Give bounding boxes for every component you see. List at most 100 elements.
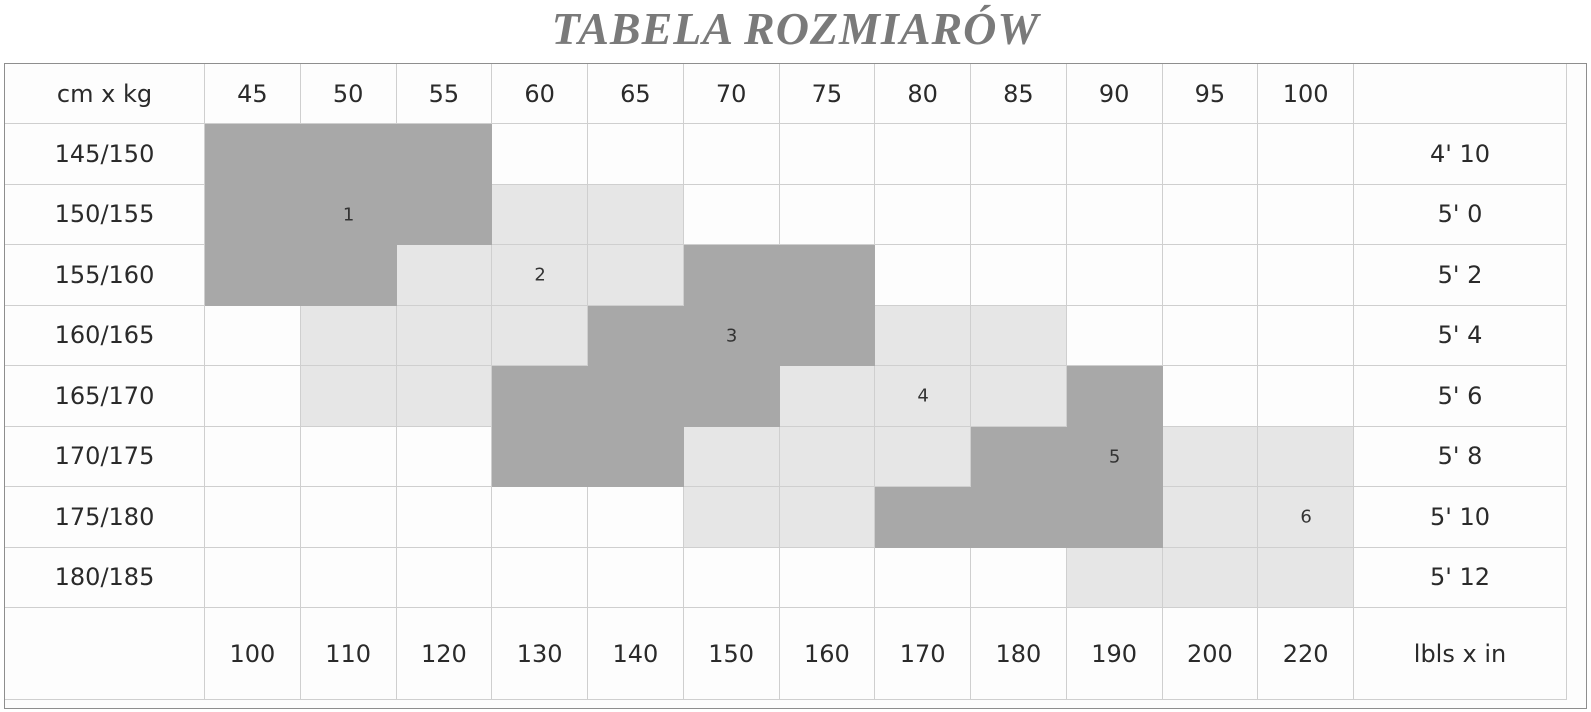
- size-cell: [779, 487, 876, 548]
- size-cell: [588, 184, 684, 245]
- size-cell: [779, 245, 876, 306]
- size-cell: [1258, 124, 1354, 185]
- size-cell: [779, 305, 876, 366]
- height-ft-in-label: 5' 10: [1354, 487, 1567, 548]
- size-cell: [588, 547, 684, 608]
- size-cell: [779, 184, 876, 245]
- size-cell: [205, 366, 301, 427]
- size-cell: [1066, 124, 1163, 185]
- size-cell: [1258, 366, 1354, 427]
- height-ft-in-label: 5' 8: [1354, 426, 1567, 487]
- size-cell: [683, 184, 780, 245]
- size-cell: [492, 426, 588, 487]
- height-cm-label: 180/185: [5, 547, 205, 608]
- weight-kg-header: 90: [1066, 64, 1163, 124]
- corner-label: cm x kg: [5, 64, 205, 124]
- height-ft-in-label: 5' 6: [1354, 366, 1567, 427]
- size-cell: [971, 124, 1067, 185]
- size-cell: [205, 245, 301, 306]
- size-cell: [1162, 366, 1259, 427]
- size-cell: [971, 305, 1067, 366]
- size-cell: [205, 487, 301, 548]
- size-cell: [1162, 245, 1259, 306]
- height-cm-label: 170/175: [5, 426, 205, 487]
- weight-lbs-label: 100: [205, 608, 301, 700]
- size-zone-number: 5: [1108, 446, 1121, 468]
- size-cell: [1066, 547, 1163, 608]
- size-cell: [588, 426, 684, 487]
- weight-lbs-label: 190: [1066, 608, 1163, 700]
- size-cell: [1258, 487, 1354, 548]
- size-cell: [779, 124, 876, 185]
- size-cell: [971, 487, 1067, 548]
- size-cell: [1066, 184, 1163, 245]
- size-cell: [1162, 426, 1259, 487]
- size-chart-table: cm x kg 45 50 55 60 65 70 75 80 85 90 95 100 145/150 4…: [4, 63, 1587, 709]
- size-cell: [779, 547, 876, 608]
- size-cell: [396, 305, 493, 366]
- size-cell: [1162, 305, 1259, 366]
- size-cell: [971, 245, 1067, 306]
- size-cell: [875, 426, 971, 487]
- size-cell: [396, 487, 493, 548]
- size-cell: [396, 426, 493, 487]
- size-cell: [492, 366, 588, 427]
- weight-kg-header: 50: [300, 64, 397, 124]
- size-cell: [300, 547, 397, 608]
- size-cell: [683, 366, 780, 427]
- size-cell: [875, 305, 971, 366]
- height-ft-in-label: 5' 12: [1354, 547, 1567, 608]
- size-zone-number: 1: [342, 204, 355, 226]
- size-cell: [1066, 487, 1163, 548]
- size-cell: [683, 487, 780, 548]
- size-cell: [1162, 487, 1259, 548]
- size-cell: [588, 305, 684, 366]
- weight-kg-header: 75: [779, 64, 876, 124]
- size-cell: [492, 547, 588, 608]
- weight-kg-header: 70: [683, 64, 780, 124]
- size-cell: [300, 487, 397, 548]
- height-cm-label: 155/160: [5, 245, 205, 306]
- size-cell: [396, 245, 493, 306]
- imperial-header-blank: [1354, 64, 1567, 124]
- size-cell: [396, 124, 493, 185]
- weight-lbs-label: 200: [1162, 608, 1259, 700]
- size-cell: [300, 184, 397, 245]
- weight-lbs-label: 140: [588, 608, 684, 700]
- size-cell: [875, 184, 971, 245]
- size-cell: [875, 366, 971, 427]
- weight-lbs-label: 220: [1258, 608, 1354, 700]
- size-cell: [779, 366, 876, 427]
- size-cell: [1258, 305, 1354, 366]
- size-cell: [1066, 245, 1163, 306]
- size-cell: [971, 184, 1067, 245]
- size-cell: [300, 426, 397, 487]
- size-zone-number: 4: [917, 385, 929, 407]
- weight-kg-header: 45: [205, 64, 301, 124]
- weight-kg-header: 55: [396, 64, 493, 124]
- height-ft-in-label: 5' 0: [1354, 184, 1567, 245]
- weight-kg-header: 65: [588, 64, 684, 124]
- height-ft-in-label: 5' 2: [1354, 245, 1567, 306]
- size-cell: [492, 245, 588, 306]
- size-cell: [205, 124, 301, 185]
- size-cell: [396, 366, 493, 427]
- height-cm-label: 175/180: [5, 487, 205, 548]
- size-cell: [875, 487, 971, 548]
- size-cell: [971, 547, 1067, 608]
- weight-lbs-label: 150: [683, 608, 780, 700]
- weight-kg-header: 100: [1258, 64, 1354, 124]
- size-cell: [1258, 426, 1354, 487]
- size-cell: [588, 245, 684, 306]
- size-cell: [300, 366, 397, 427]
- size-cell: [396, 184, 493, 245]
- size-cell: [492, 124, 588, 185]
- size-cell: [1258, 184, 1354, 245]
- size-cell: [875, 547, 971, 608]
- size-cell: [205, 305, 301, 366]
- height-cm-label: 165/170: [5, 366, 205, 427]
- size-cell: [492, 305, 588, 366]
- weight-lbs-label: 160: [779, 608, 876, 700]
- height-cm-label: 160/165: [5, 305, 205, 366]
- weight-lbs-label: 170: [875, 608, 971, 700]
